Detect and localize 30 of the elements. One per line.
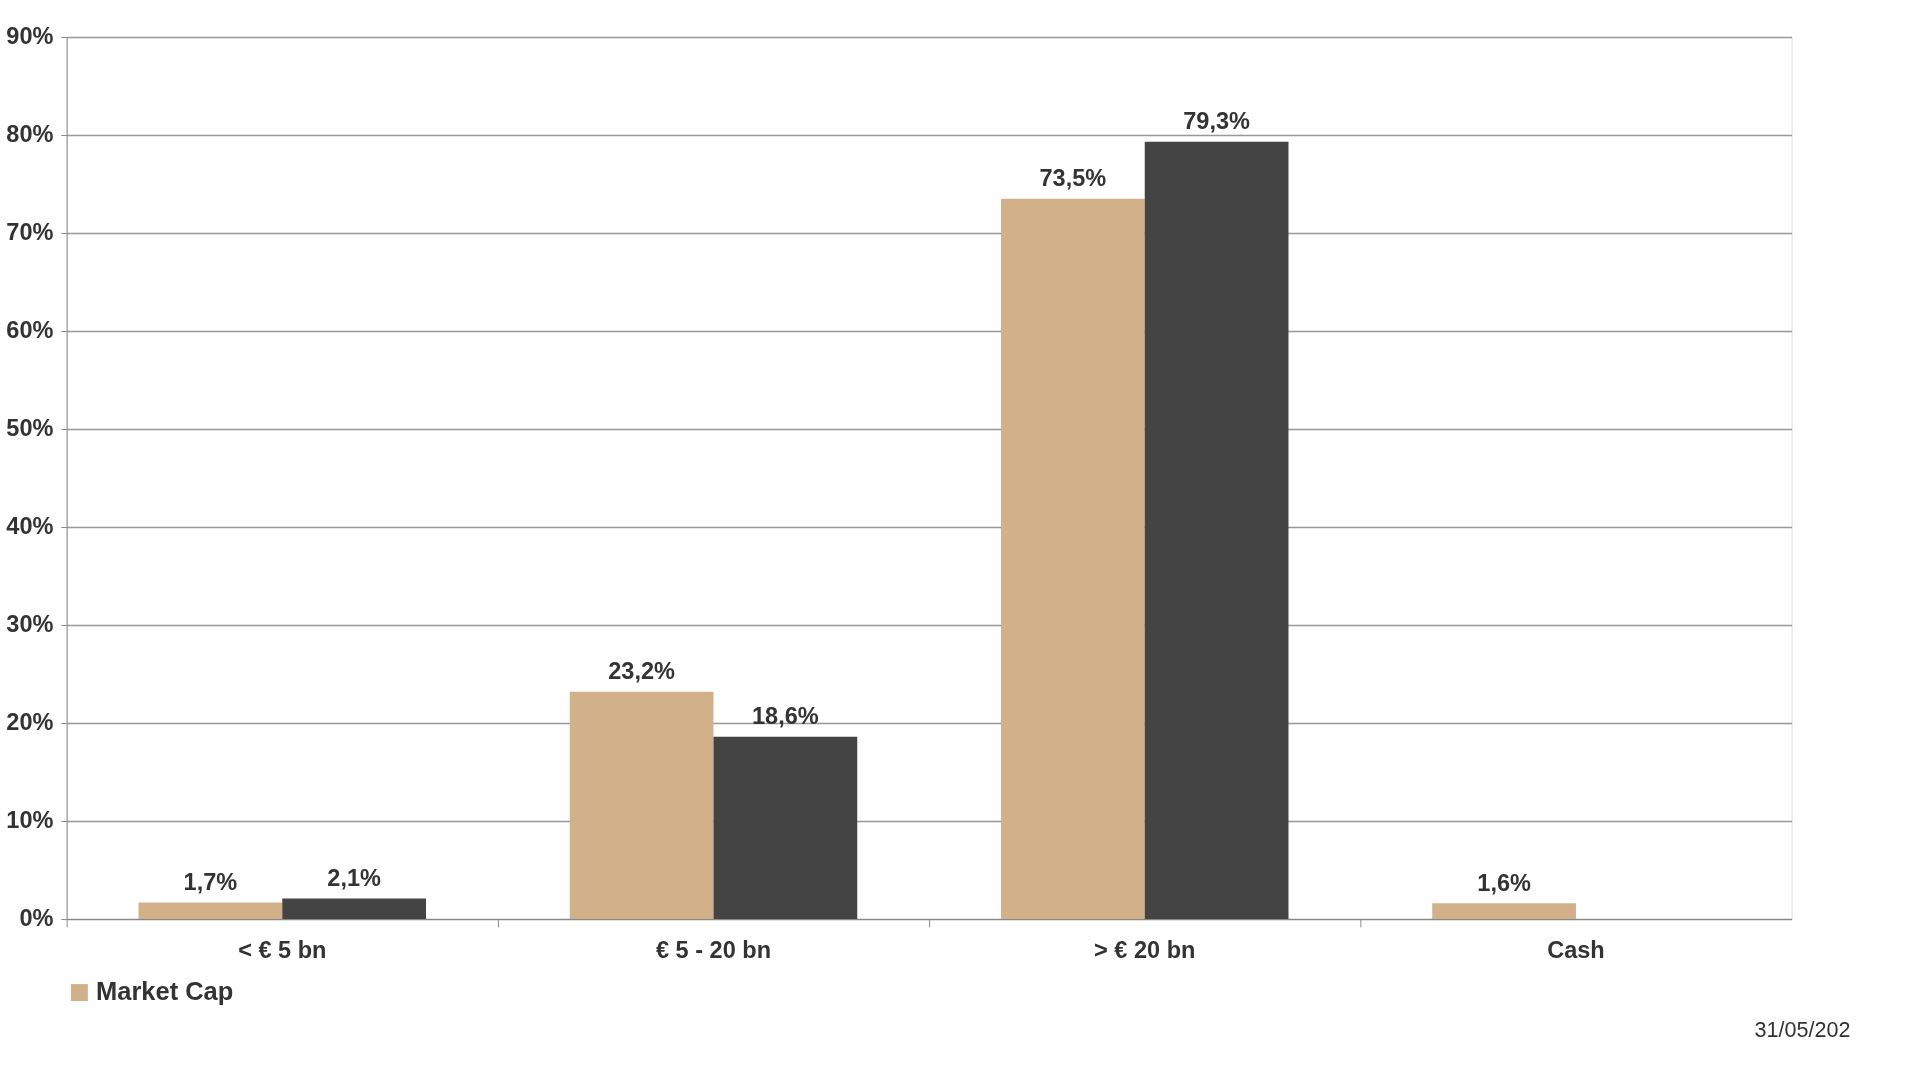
y-tick-label: 80% xyxy=(6,121,54,148)
y-tick-label: 10% xyxy=(6,807,54,834)
y-tick-label: 0% xyxy=(19,905,54,932)
bar xyxy=(138,902,283,920)
bar xyxy=(713,736,858,920)
y-tick-label: 20% xyxy=(6,709,54,736)
bar xyxy=(282,898,427,920)
legend-label: Market Cap xyxy=(96,977,234,1006)
bar xyxy=(1144,141,1289,920)
bar xyxy=(569,691,714,920)
text: 31/05/202 xyxy=(1754,1016,1851,1042)
y-tick-label: 90% xyxy=(6,23,54,50)
x-tick-label: > € 20 bn xyxy=(1094,936,1196,963)
bar xyxy=(1000,198,1145,920)
data-label: 1,7% xyxy=(183,868,238,895)
data-label: 79,3% xyxy=(1183,108,1251,135)
data-label: 73,5% xyxy=(1039,164,1107,191)
data-label: 18,6% xyxy=(752,703,819,730)
y-tick-label: 30% xyxy=(6,611,54,638)
y-tick-label: 50% xyxy=(6,415,54,442)
data-label: 1,6% xyxy=(1477,869,1531,896)
x-tick-label: < € 5 bn xyxy=(238,936,327,963)
y-tick-label: 60% xyxy=(6,317,54,344)
x-tick-label: Cash xyxy=(1547,936,1605,963)
bar xyxy=(1432,903,1576,920)
data-label: 23,2% xyxy=(608,657,676,684)
y-tick-label: 40% xyxy=(6,513,54,540)
y-tick-label: 70% xyxy=(6,219,54,246)
x-tick-label: € 5 - 20 bn xyxy=(655,936,772,963)
data-label: 2,1% xyxy=(327,864,382,891)
